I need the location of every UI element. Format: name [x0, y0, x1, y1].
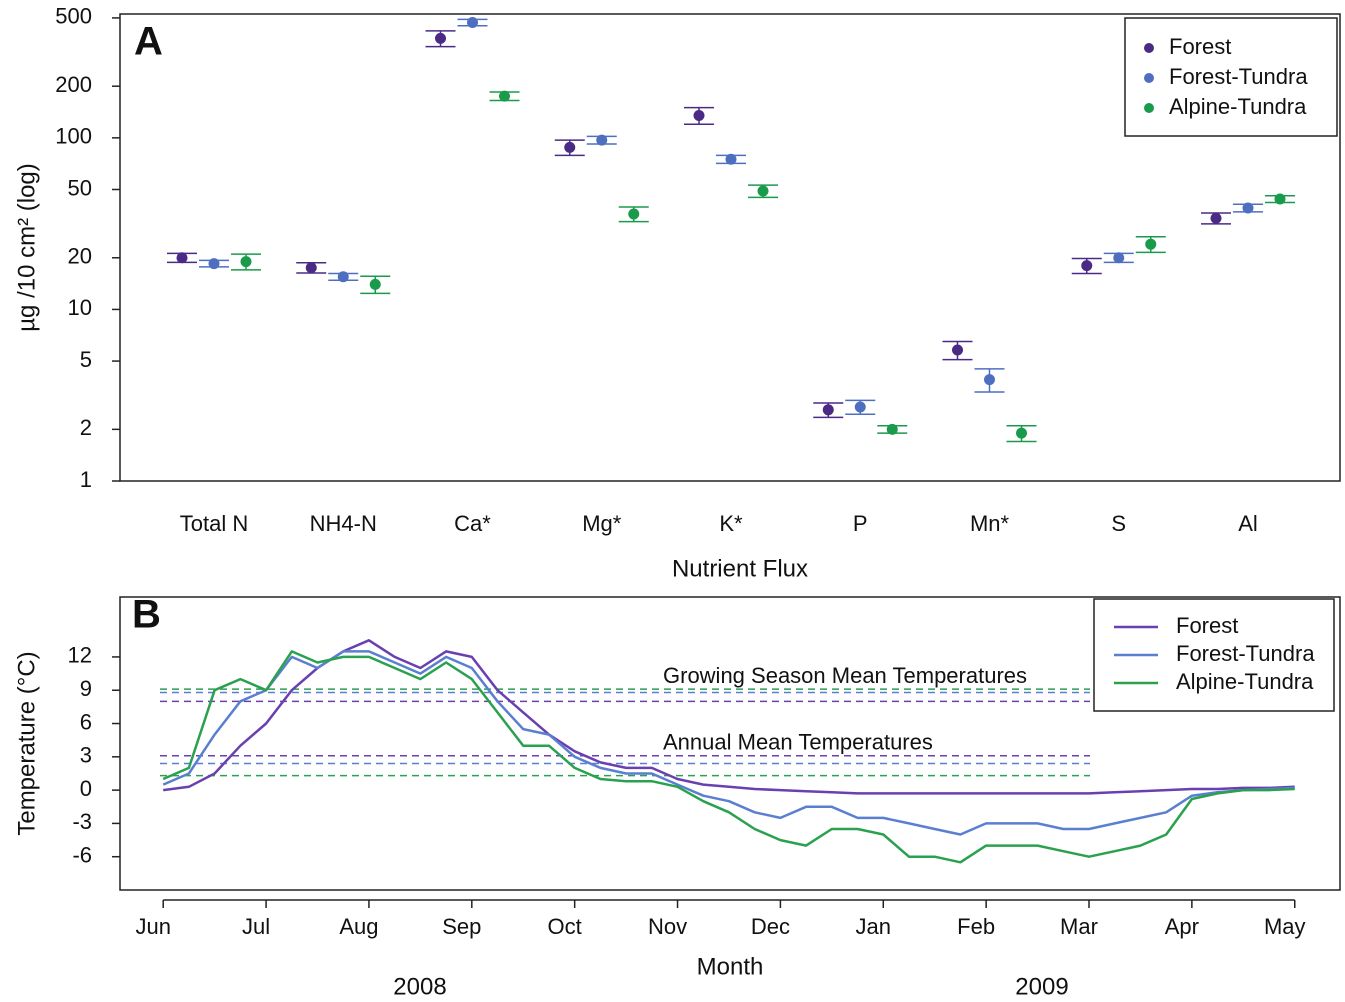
y-tick-label: 12: [68, 643, 92, 668]
x-tick-label: Jul: [242, 914, 270, 939]
dot: [467, 17, 478, 29]
temperature-line: [162, 650, 1295, 864]
temperature-line: [162, 650, 1295, 836]
y-tick-label: 0: [80, 776, 92, 801]
y-tick-label: 1: [80, 467, 92, 492]
plot-frame: [119, 13, 1341, 482]
dot: [854, 401, 866, 413]
plot-frame: [119, 596, 1341, 891]
dot: [240, 256, 252, 268]
y-tick-label: -3: [72, 809, 92, 834]
dot: [886, 423, 898, 435]
dot: [305, 262, 317, 274]
x-tick-label: Nov: [648, 914, 687, 939]
legend-marker: [1144, 43, 1154, 53]
y-tick-label: 3: [80, 743, 92, 768]
dot: [1081, 260, 1093, 272]
legend-label: Alpine-Tundra: [1176, 669, 1314, 694]
dot: [369, 278, 381, 290]
y-tick-label: 5: [80, 347, 92, 372]
x-tick-label: Jan: [856, 914, 891, 939]
dot: [984, 374, 995, 386]
x-tick-label: Oct: [548, 914, 582, 939]
dot: [757, 185, 769, 197]
dot: [435, 32, 446, 44]
dot: [596, 134, 608, 146]
legend-label: Forest: [1169, 34, 1231, 59]
temperature-line: [163, 639, 1295, 795]
y-tick-label: -6: [72, 843, 92, 868]
x-tick-label: Apr: [1165, 914, 1199, 939]
legend-label: Alpine-Tundra: [1169, 94, 1307, 119]
x-tick-label: May: [1264, 914, 1306, 939]
x-tick-label: Ca*: [454, 511, 491, 536]
y-tick-label: 2: [80, 415, 92, 440]
y-tick-label: 9: [80, 676, 92, 701]
dot: [1210, 212, 1222, 224]
x-tick-label: Sep: [442, 914, 481, 939]
panel-label: B: [132, 593, 161, 637]
dot: [1113, 252, 1125, 264]
y-tick-label: 200: [55, 72, 92, 97]
dot: [725, 153, 737, 165]
x-tick-label: Aug: [339, 914, 378, 939]
dot: [208, 258, 220, 270]
dot: [628, 208, 640, 220]
panel-label: A: [134, 20, 163, 64]
x-tick-label: S: [1111, 511, 1126, 536]
x-tick-label: Mar: [1060, 914, 1098, 939]
dot: [1274, 193, 1286, 205]
year-label: 2008: [393, 973, 446, 1000]
dot: [337, 271, 349, 283]
x-tick-label: P: [853, 511, 868, 536]
dot: [1016, 427, 1027, 439]
x-tick-label: K*: [719, 511, 743, 536]
x-tick-label: Jun: [135, 914, 170, 939]
legend-marker: [1144, 73, 1154, 83]
x-tick-label: Feb: [957, 914, 995, 939]
y-axis-label: Temperature (°C): [13, 651, 40, 835]
y-tick-label: 50: [68, 175, 92, 200]
x-tick-label: Dec: [751, 914, 790, 939]
y-tick-label: 500: [55, 4, 92, 29]
dot: [499, 90, 510, 102]
y-tick-label: 100: [55, 124, 92, 149]
dot: [564, 141, 576, 153]
dot: [952, 344, 963, 356]
x-axis-label: Month: [697, 953, 764, 980]
annotation: Annual Mean Temperatures: [663, 730, 933, 755]
dot: [1242, 202, 1254, 214]
y-tick-label: 20: [68, 244, 92, 269]
dot: [822, 404, 834, 416]
year-label: 2009: [1015, 973, 1068, 1000]
legend-label: Forest-Tundra: [1176, 641, 1315, 666]
x-tick-label: Mn*: [970, 511, 1010, 536]
dot: [176, 252, 188, 264]
y-tick-label: 10: [68, 295, 92, 320]
x-tick-label: Total N: [180, 511, 248, 536]
y-axis-label: µg /10 cm² (log): [13, 163, 40, 332]
legend-label: Forest-Tundra: [1169, 64, 1308, 89]
y-tick-label: 6: [80, 709, 92, 734]
x-tick-label: Al: [1238, 511, 1258, 536]
annotation: Growing Season Mean Temperatures: [663, 663, 1027, 688]
x-tick-label: Mg*: [582, 511, 622, 536]
legend-marker: [1144, 103, 1154, 113]
x-tick-label: NH4-N: [310, 511, 377, 536]
legend-label: Forest: [1176, 613, 1238, 638]
dot: [693, 109, 705, 121]
legend-box: [1124, 17, 1338, 137]
x-axis-label: Nutrient Flux: [672, 555, 808, 582]
dot: [1145, 238, 1157, 250]
